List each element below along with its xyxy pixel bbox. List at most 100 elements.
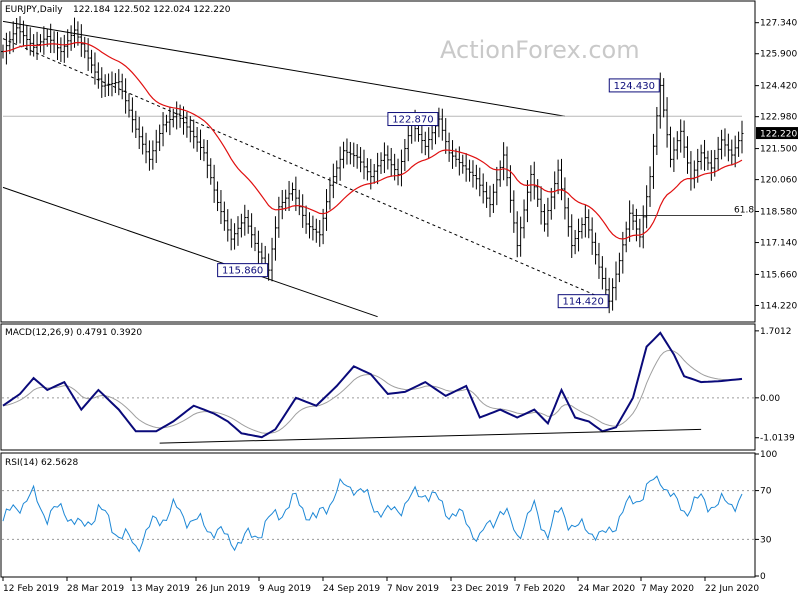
last-price-label: 122.220 <box>760 130 797 140</box>
price-bar <box>539 186 543 225</box>
price-bar <box>83 36 87 59</box>
price-bar <box>21 20 25 47</box>
moving-average-line <box>2 41 743 240</box>
price-bar <box>124 78 128 114</box>
price-callout-box <box>608 78 660 93</box>
main-y-tick-label: 125.900 <box>760 50 797 60</box>
price-bar <box>478 167 482 197</box>
price-bar <box>236 216 240 246</box>
price-bar <box>430 122 434 150</box>
price-bar <box>474 164 478 190</box>
price-bar <box>195 126 199 152</box>
price-bar <box>256 230 260 265</box>
price-bar <box>270 237 274 282</box>
price-callout-box <box>387 112 439 127</box>
moving-average <box>2 41 743 240</box>
price-bar <box>406 123 410 162</box>
price-bar <box>634 208 638 242</box>
price-bar <box>335 160 339 185</box>
price-bar <box>90 49 94 74</box>
price-bar <box>444 118 448 154</box>
x-tick-label: 12 Feb 2019 <box>3 584 59 594</box>
price-bar <box>141 126 145 155</box>
rsi-y-tick-label: 70 <box>760 487 772 497</box>
main-trend-lines: 61.8 <box>2 20 754 318</box>
price-bar <box>498 160 502 187</box>
x-tick-label: 7 May 2020 <box>641 584 694 594</box>
price-bar <box>325 189 329 231</box>
price-bar <box>359 147 363 173</box>
price-bar <box>144 132 148 164</box>
price-bar <box>542 203 546 232</box>
price-bar <box>386 145 390 170</box>
price-bar <box>502 142 506 181</box>
price-bar <box>280 189 284 220</box>
price-bar <box>389 147 393 177</box>
price-bar <box>512 190 516 233</box>
price-bar <box>631 204 635 231</box>
price-bar <box>645 185 649 229</box>
price-bar <box>549 187 553 220</box>
price-bar <box>580 217 584 239</box>
trend-line <box>2 38 610 302</box>
price-bar <box>600 256 604 290</box>
price-bar <box>318 220 322 247</box>
price-bar <box>284 189 288 211</box>
rsi-header: RSI(14) 62.5628 <box>5 458 78 468</box>
price-bar <box>216 181 220 212</box>
price-bar <box>158 124 162 152</box>
x-tick-label: 13 May 2019 <box>131 584 190 594</box>
price-bar <box>733 135 737 168</box>
macd-header: MACD(12,26,9) 0.4791 0.3920 <box>5 328 142 338</box>
price-callout-box <box>557 294 609 309</box>
price-bar <box>328 177 332 210</box>
price-bar <box>641 205 645 249</box>
main-y-tick-label: 120.060 <box>760 176 797 186</box>
price-bar <box>560 158 564 201</box>
price-bar <box>379 152 383 174</box>
price-bar <box>665 97 669 148</box>
price-bar <box>563 177 567 220</box>
price-bar <box>638 218 642 248</box>
price-bar <box>212 164 216 203</box>
price-bar <box>76 21 80 46</box>
price-bar <box>723 128 727 157</box>
macd-main-line <box>2 331 743 439</box>
price-bar <box>96 62 100 89</box>
price-bar <box>611 278 615 311</box>
price-bar <box>447 132 451 162</box>
x-tick-label: 26 Jun 2019 <box>196 584 250 594</box>
price-bar <box>468 159 472 182</box>
price-bar <box>164 114 168 133</box>
x-tick-label: 7 Feb 2020 <box>515 584 566 594</box>
price-bar <box>107 73 111 97</box>
price-bar <box>461 154 465 174</box>
price-bar <box>403 138 407 172</box>
rsi-y-axis: 100 70 30 0 <box>755 450 777 582</box>
price-bar <box>481 173 485 204</box>
price-bar <box>209 158 213 185</box>
price-bar <box>365 158 369 181</box>
price-bar <box>113 73 117 93</box>
price-bar <box>485 181 489 208</box>
price-bar <box>161 112 165 147</box>
price-bar <box>420 121 424 154</box>
price-bar <box>11 21 15 53</box>
price-bar <box>730 139 734 166</box>
price-bar <box>716 136 720 172</box>
rsi-y-tick-label: 30 <box>760 535 772 545</box>
price-bar <box>100 67 104 98</box>
price-bar <box>297 189 301 216</box>
price-bar <box>532 161 536 200</box>
rsi-y-tick-label: 100 <box>760 450 777 460</box>
price-bar <box>69 25 73 51</box>
price-bar <box>246 209 250 234</box>
price-bar <box>624 221 628 253</box>
price-bar <box>369 158 373 190</box>
main-y-tick-label: 122.980 <box>760 113 797 123</box>
price-bar <box>185 111 189 138</box>
price-bar <box>338 146 342 181</box>
macd-panel-frame <box>0 323 756 451</box>
